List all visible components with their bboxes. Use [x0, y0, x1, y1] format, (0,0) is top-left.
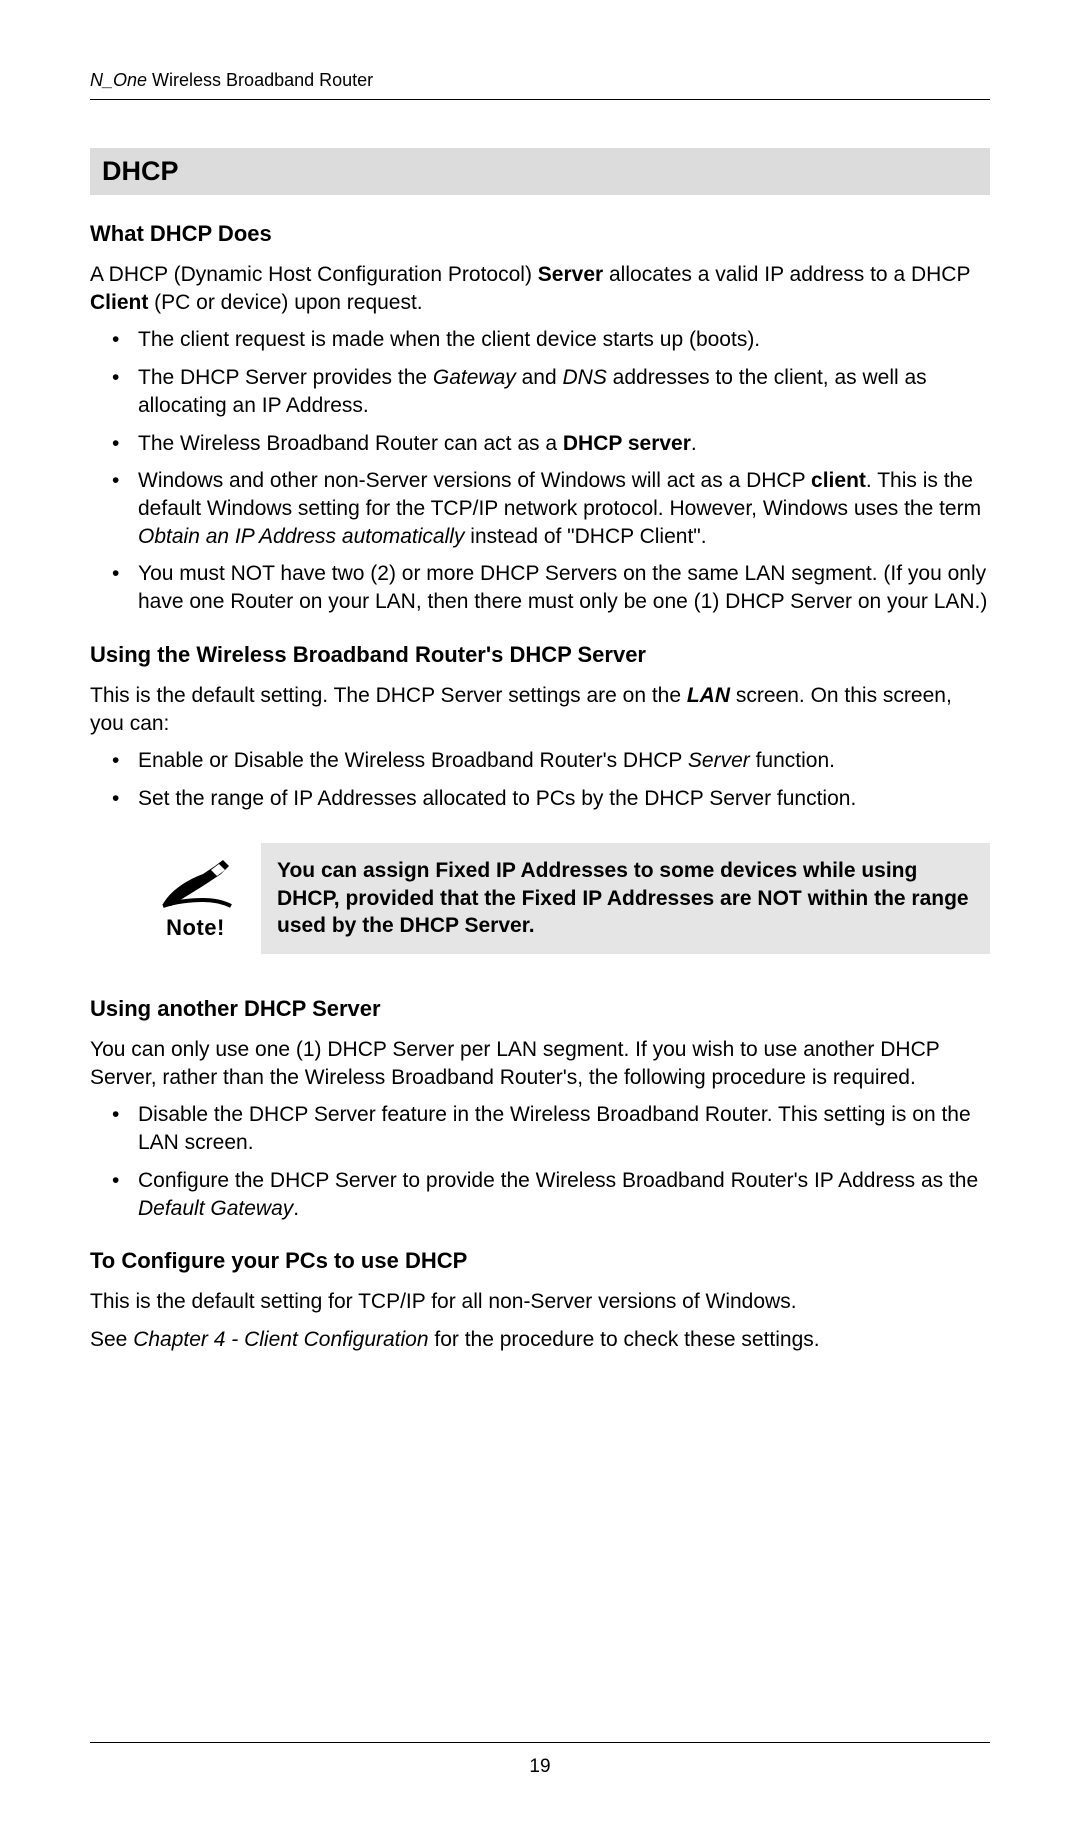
bold-italic-text: LAN [687, 684, 730, 707]
s2-intro: This is the default setting. The DHCP Se… [90, 682, 990, 737]
text: . [293, 1197, 299, 1220]
writing-hand-icon [157, 856, 235, 912]
text: (PC or device) upon request. [148, 291, 422, 314]
text: allocates a valid IP address to a DHCP [603, 263, 970, 286]
text: Windows and other non-Server versions of… [138, 469, 811, 492]
list-item: You must NOT have two (2) or more DHCP S… [90, 560, 990, 615]
note-callout: Note! You can assign Fixed IP Addresses … [148, 843, 990, 954]
document-page: N_One Wireless Broadband Router DHCP Wha… [0, 0, 1080, 1823]
text: for the procedure to check these setting… [429, 1328, 820, 1351]
text: This is the default setting. The DHCP Se… [90, 684, 687, 707]
product-name-rest: Wireless Broadband Router [147, 70, 373, 90]
text: and [516, 366, 563, 389]
note-text: You can assign Fixed IP Addresses to som… [261, 843, 990, 954]
list-item: Windows and other non-Server versions of… [90, 467, 990, 550]
text: Enable or Disable the Wireless Broadband… [138, 749, 688, 772]
s1-list: The client request is made when the clie… [90, 326, 990, 615]
italic-text: Default Gateway [138, 1197, 293, 1220]
italic-text: Server [688, 749, 750, 772]
text: Configure the DHCP Server to provide the… [138, 1169, 978, 1192]
subhead-configure-pcs: To Configure your PCs to use DHCP [90, 1248, 990, 1274]
s4-p2: See Chapter 4 - Client Configuration for… [90, 1326, 990, 1354]
text: Disable the DHCP Server feature in the W… [138, 1103, 971, 1154]
list-item: The DHCP Server provides the Gateway and… [90, 364, 990, 419]
note-icon-block: Note! [148, 856, 243, 941]
text: You must NOT have two (2) or more DHCP S… [138, 562, 987, 613]
page-header: N_One Wireless Broadband Router [90, 70, 990, 100]
subhead-another-dhcp: Using another DHCP Server [90, 996, 990, 1022]
section-title-dhcp: DHCP [90, 148, 990, 195]
text: A DHCP (Dynamic Host Configuration Proto… [90, 263, 538, 286]
bold-text: Client [90, 291, 148, 314]
list-item: Set the range of IP Addresses allocated … [90, 785, 990, 813]
subhead-what-dhcp-does: What DHCP Does [90, 221, 990, 247]
list-item: The Wireless Broadband Router can act as… [90, 430, 990, 458]
text: See [90, 1328, 133, 1351]
s2-list: Enable or Disable the Wireless Broadband… [90, 747, 990, 812]
page-number: 19 [0, 1756, 1080, 1778]
list-item: Configure the DHCP Server to provide the… [90, 1167, 990, 1222]
text: function. [750, 749, 835, 772]
bold-text: Server [538, 263, 603, 286]
s1-intro: A DHCP (Dynamic Host Configuration Proto… [90, 261, 990, 316]
list-item: The client request is made when the clie… [90, 326, 990, 354]
product-name-italic: N_One [90, 70, 147, 90]
note-label: Note! [166, 915, 225, 941]
italic-text: Obtain an IP Address automatically [138, 525, 464, 548]
list-item: Enable or Disable the Wireless Broadband… [90, 747, 990, 775]
text: The Wireless Broadband Router can act as… [138, 432, 563, 455]
s4-p1: This is the default setting for TCP/IP f… [90, 1288, 990, 1316]
list-item: Disable the DHCP Server feature in the W… [90, 1101, 990, 1156]
s3-list: Disable the DHCP Server feature in the W… [90, 1101, 990, 1222]
text: Set the range of IP Addresses allocated … [138, 787, 856, 810]
italic-text: Gateway [433, 366, 516, 389]
text: The DHCP Server provides the [138, 366, 433, 389]
bold-text: DHCP server [563, 432, 691, 455]
italic-text: Chapter 4 - Client Configuration [133, 1328, 428, 1351]
footer-rule [90, 1742, 990, 1743]
bold-text: client [811, 469, 866, 492]
text: instead of "DHCP Client". [464, 525, 706, 548]
text: The client request is made when the clie… [138, 328, 760, 351]
s3-intro: You can only use one (1) DHCP Server per… [90, 1036, 990, 1091]
italic-text: DNS [563, 366, 607, 389]
subhead-using-router-dhcp: Using the Wireless Broadband Router's DH… [90, 642, 990, 668]
text: . [691, 432, 697, 455]
